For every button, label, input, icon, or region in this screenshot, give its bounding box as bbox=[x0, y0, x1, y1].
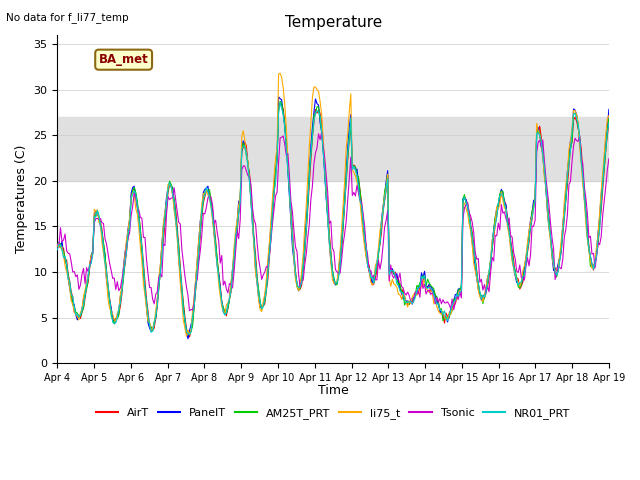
Title: Temperature: Temperature bbox=[285, 15, 382, 30]
Text: No data for f_li77_temp: No data for f_li77_temp bbox=[6, 12, 129, 23]
Text: BA_met: BA_met bbox=[99, 53, 148, 66]
X-axis label: Time: Time bbox=[318, 384, 349, 397]
Y-axis label: Temperatures (C): Temperatures (C) bbox=[15, 145, 28, 253]
Bar bbox=[58, 117, 609, 181]
Legend: AirT, PanelT, AM25T_PRT, li75_t, Tsonic, NR01_PRT: AirT, PanelT, AM25T_PRT, li75_t, Tsonic,… bbox=[92, 403, 575, 423]
